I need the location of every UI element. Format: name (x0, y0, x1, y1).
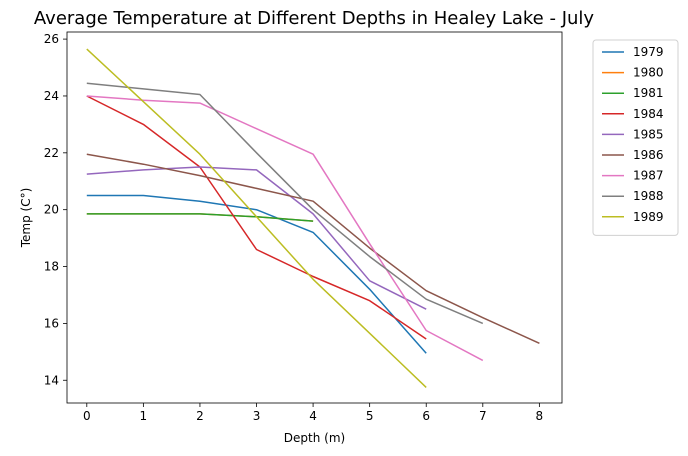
series-line-1988 (86, 82, 484, 325)
series-line-1989 (86, 48, 427, 388)
y-tick-label: 14 (44, 373, 59, 387)
x-tick-label: 7 (479, 409, 487, 423)
x-axis-label: Depth (m) (284, 431, 345, 445)
x-tick-label: 4 (309, 409, 317, 423)
chart-title: Average Temperature at Different Depths … (34, 8, 595, 29)
x-axis: 0 1 2 3 4 5 6 7 8 (83, 403, 543, 423)
y-tick-label: 24 (44, 89, 59, 103)
legend-label-1981: 1981 (633, 86, 664, 100)
x-tick-label: 1 (140, 409, 148, 423)
y-tick-label: 18 (44, 260, 59, 274)
legend-label-1987: 1987 (633, 169, 664, 183)
legend-label-1984: 1984 (633, 107, 664, 121)
legend-label-1979: 1979 (633, 45, 664, 59)
legend-label-1988: 1988 (633, 189, 664, 203)
x-tick-label: 8 (536, 409, 544, 423)
series-line-1981 (86, 213, 314, 222)
series-line-1980 (86, 213, 314, 222)
series-line-1986 (86, 153, 540, 344)
legend: 1979 1980 1981 1984 1985 1986 1987 1988 1989 (592, 39, 679, 236)
plot-frame (66, 31, 563, 404)
series-line-1985 (86, 166, 427, 310)
y-tick-label: 16 (44, 316, 59, 330)
x-tick-label: 2 (196, 409, 204, 423)
x-tick-label: 3 (253, 409, 261, 423)
legend-label-1989: 1989 (633, 210, 664, 224)
y-tick-label: 20 (44, 203, 59, 217)
x-tick-label: 0 (83, 409, 91, 423)
legend-box (592, 39, 679, 236)
y-tick-label: 22 (44, 146, 59, 160)
y-tick-label: 26 (44, 32, 59, 46)
series-line-1987 (86, 95, 484, 362)
legend-label-1980: 1980 (633, 66, 664, 80)
y-axis-label: Temp (C°) (19, 188, 33, 249)
series-line-1984 (86, 95, 427, 340)
legend-label-1985: 1985 (633, 127, 664, 141)
x-tick-label: 6 (422, 409, 430, 423)
legend-label-1986: 1986 (633, 148, 664, 162)
x-tick-label: 5 (366, 409, 374, 423)
series-line-1979 (86, 194, 427, 354)
plot-area (86, 48, 540, 388)
y-axis: 14 16 18 20 22 24 26 (44, 32, 67, 387)
